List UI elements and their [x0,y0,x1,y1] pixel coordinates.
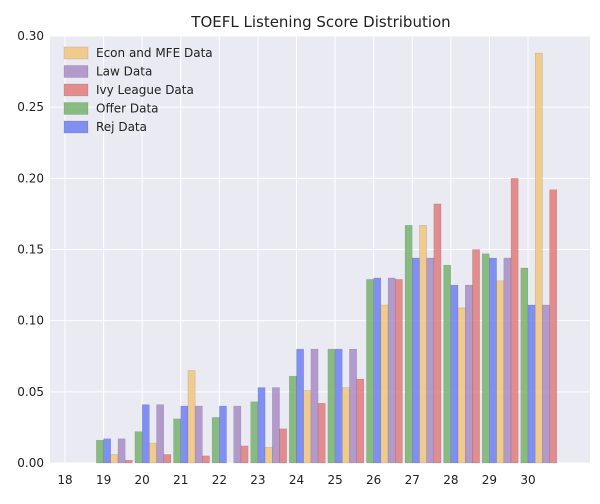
bar [349,348,357,464]
legend-label: Law Data [96,65,152,79]
x-tick-label: 24 [289,473,304,487]
bar [257,387,266,464]
bar [272,387,280,464]
bar [356,378,365,464]
bar [534,52,543,464]
bar [289,375,297,464]
y-tick-label: 0.25 [17,100,44,114]
bar [404,225,413,464]
bar [542,304,550,464]
bar [433,203,442,464]
legend-label: Econ and MFE Data [96,46,213,60]
bar [149,442,157,464]
y-tick-label: 0.05 [17,385,44,399]
bar [419,225,427,464]
bar [472,249,480,464]
x-tick-label: 21 [173,473,188,487]
bar [520,267,529,464]
y-tick-label: 0.15 [17,243,44,257]
legend-swatch [63,46,89,60]
legend: Econ and MFE Data Law Data Ivy League Data… [63,46,213,134]
bar [549,189,558,464]
bar [110,454,119,464]
bar [117,438,126,464]
x-tick-label: 19 [96,473,111,487]
bar [211,417,220,464]
bar [180,405,189,464]
bar [240,445,249,464]
bar [250,401,259,464]
bar [124,459,133,464]
legend-label: Ivy League Data [96,83,194,97]
bar [303,390,312,464]
legend-swatch [63,83,89,97]
bar [481,253,490,464]
bar [279,428,287,464]
bar [317,402,326,464]
bar [96,439,104,464]
x-tick-label: 29 [482,473,497,487]
bar [503,257,512,464]
y-tick-label: 0.30 [17,29,44,43]
bar [426,257,435,464]
bar [380,304,389,464]
bar [202,455,210,464]
x-tick-label: 18 [57,473,72,487]
bar [141,404,150,464]
x-tick-label: 30 [520,473,535,487]
bar [373,277,382,464]
bar [163,454,172,464]
x-tick-label: 20 [135,473,150,487]
bar [457,307,466,464]
bar [464,284,473,464]
legend-swatch [63,102,89,115]
bar [412,257,420,464]
bar [194,405,203,464]
x-tick-label: 23 [250,473,265,487]
bar [187,370,196,464]
bar [103,438,112,464]
y-tick-label: 0.10 [17,314,44,328]
y-tick-label: 0.20 [17,171,44,185]
bar [527,304,536,464]
bar [443,264,452,464]
bar [173,418,182,464]
bar [395,279,403,464]
legend-swatch [63,65,89,78]
bar [296,348,304,464]
bar [334,348,343,464]
x-tick-label: 27 [405,473,420,487]
bar [489,257,497,464]
legend-label: Offer Data [96,102,159,116]
x-tick-label: 25 [327,473,342,487]
bar [264,447,273,464]
bar [450,284,459,464]
x-tick-label: 26 [366,473,381,487]
bar [310,348,319,464]
bar [233,405,242,464]
bar [387,277,396,464]
bar [219,405,227,464]
x-tick-label: 28 [443,473,458,487]
bar [510,178,519,464]
x-tick-label: 22 [212,473,227,487]
bar [156,404,165,464]
bar [134,431,143,464]
bar [496,280,505,464]
bar [366,279,374,464]
y-tick-label: 0.00 [17,456,44,470]
legend-label: Rej Data [96,120,147,134]
chart-title: TOEFL Listening Score Distribution [190,13,450,31]
bar [342,387,350,464]
legend-swatch [63,120,89,134]
bar [327,348,336,464]
